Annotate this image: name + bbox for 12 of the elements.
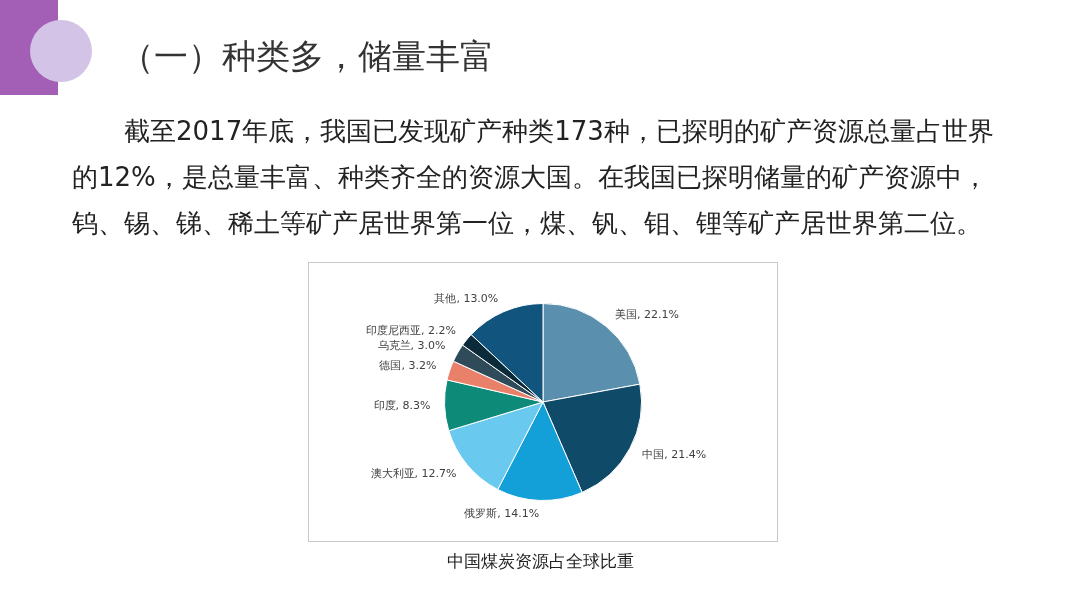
slice-label: 印度, 8.3% [373,398,431,412]
slice-label: 澳大利亚, 12.7% [370,466,457,480]
chart-title: （一）种类多，储量丰富 [120,35,494,78]
slice-label: 乌克兰, 3.0% [377,338,446,352]
slice-label: 美国, 22.1% [614,308,679,322]
chart-subtitle: 截至2017年底，我国已发现矿产种类173种，已探明的矿产资源总量占世界的12%，是总量丰富、种类齐全的资源大国。在我国已探明储量的矿产资源中，钨、锡、锑、稀土等矿产居世界第一位，煤、钒、钼、锂等矿产居世界第二位。 [72,115,995,240]
slice-label: 俄罗斯, 14.1% [464,507,540,521]
slice-label: 中国, 21.4% [642,447,707,461]
text: 中国煤炭资源占全球比重 [445,550,635,573]
slice-label: 德国, 3.2% [379,358,437,372]
slice-label: 印度尼西亚, 2.2% [365,323,456,337]
slice-label: 其他, 13.0% [434,291,499,305]
